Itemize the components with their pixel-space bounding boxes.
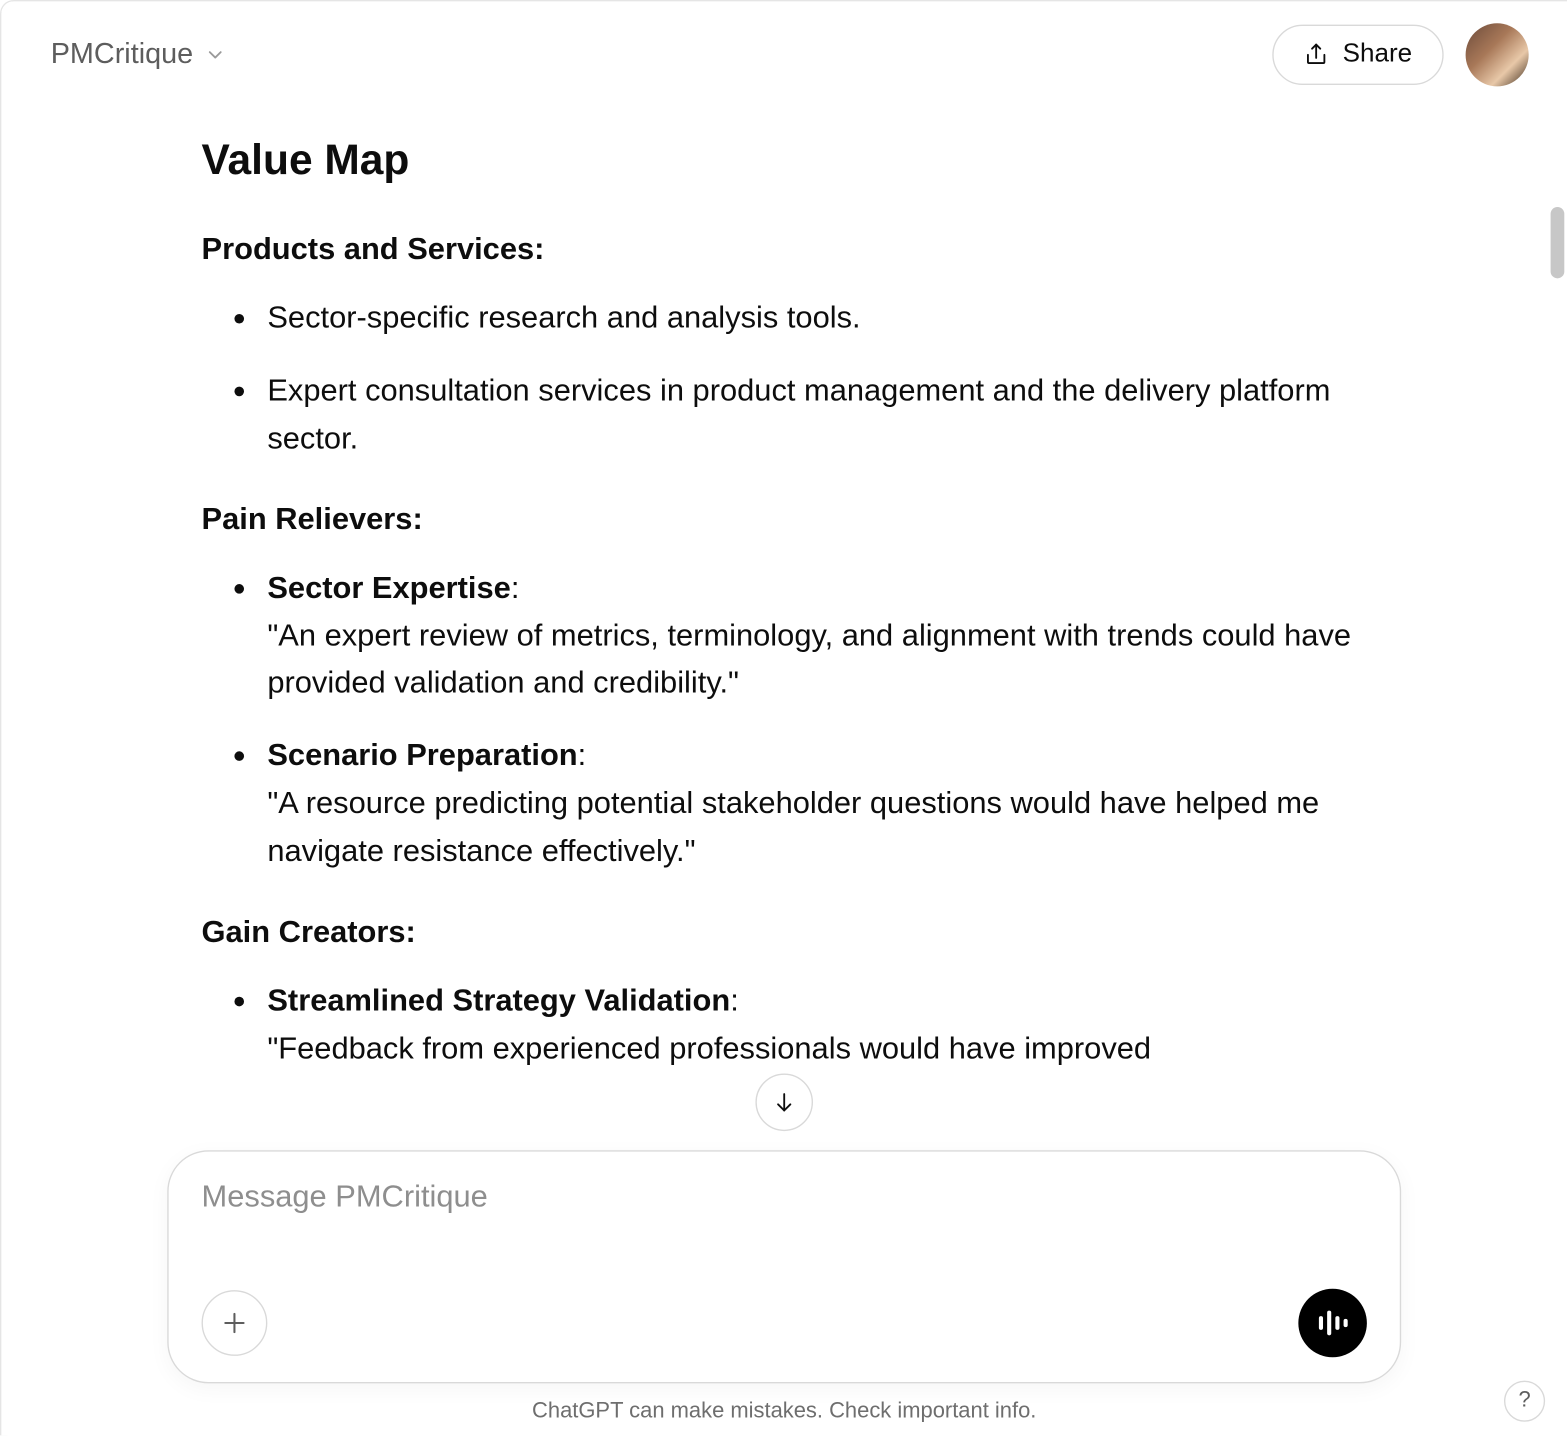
help-label: ?	[1518, 1389, 1530, 1414]
scrollbar[interactable]	[1551, 207, 1565, 278]
colon: :	[578, 738, 587, 772]
content-inner: Value Map Products and Services: Sector-…	[202, 108, 1367, 1073]
app-window: PMCritique Share Value Map Products and …	[0, 0, 1567, 1435]
attach-button[interactable]	[202, 1290, 268, 1356]
share-icon	[1304, 43, 1329, 68]
colon: :	[511, 570, 520, 604]
list-item-title: Streamlined Strategy Validation	[267, 983, 730, 1017]
brand-name: PMCritique	[51, 38, 193, 71]
list-item-text: Sector-specific research and analysis to…	[267, 300, 860, 334]
header-right: Share	[1273, 23, 1529, 86]
header: PMCritique Share	[1, 1, 1567, 108]
help-button[interactable]: ?	[1504, 1381, 1545, 1422]
share-label: Share	[1343, 40, 1413, 70]
message-input[interactable]	[202, 1179, 1367, 1215]
chevron-down-icon	[204, 44, 226, 66]
list-item-desc: "An expert review of metrics, terminolog…	[267, 612, 1367, 708]
bullet-list: Sector Expertise: "An expert review of m…	[202, 564, 1367, 876]
bullet-list: Sector-specific research and analysis to…	[202, 295, 1367, 463]
list-item-title: Sector Expertise	[267, 570, 510, 604]
composer	[167, 1150, 1401, 1383]
composer-wrap	[167, 1150, 1401, 1383]
list-item: Sector Expertise: "An expert review of m…	[202, 564, 1367, 707]
list-item: Expert consultation services in product …	[202, 367, 1367, 463]
page-title: Value Map	[202, 136, 1367, 185]
content-scroll[interactable]: Value Map Products and Services: Sector-…	[1, 108, 1567, 1140]
plus-icon	[221, 1309, 248, 1336]
bullet-list: Streamlined Strategy Validation: "Feedba…	[202, 977, 1367, 1073]
list-item-desc: "A resource predicting potential stakeho…	[267, 780, 1367, 876]
model-selector[interactable]: PMCritique	[51, 38, 226, 71]
waveform-icon	[1318, 1311, 1347, 1336]
colon: :	[730, 983, 739, 1017]
share-button[interactable]: Share	[1273, 25, 1444, 85]
list-item-desc: "Feedback from experienced professionals…	[267, 1025, 1367, 1073]
list-item: Sector-specific research and analysis to…	[202, 295, 1367, 343]
arrow-down-icon	[772, 1090, 797, 1115]
voice-button[interactable]	[1298, 1289, 1367, 1358]
list-item-title: Scenario Preparation	[267, 738, 577, 772]
avatar[interactable]	[1466, 23, 1529, 86]
list-item-text: Expert consultation services in product …	[267, 373, 1330, 455]
composer-bottom	[202, 1289, 1367, 1358]
section-heading: Gain Creators:	[202, 914, 1367, 950]
list-item: Streamlined Strategy Validation: "Feedba…	[202, 977, 1367, 1073]
section-heading: Pain Relievers:	[202, 501, 1367, 537]
list-item: Scenario Preparation: "A resource predic…	[202, 732, 1367, 875]
disclaimer: ChatGPT can make mistakes. Check importa…	[1, 1400, 1567, 1425]
scroll-to-bottom-button[interactable]	[755, 1073, 813, 1131]
section-heading: Products and Services:	[202, 232, 1367, 268]
